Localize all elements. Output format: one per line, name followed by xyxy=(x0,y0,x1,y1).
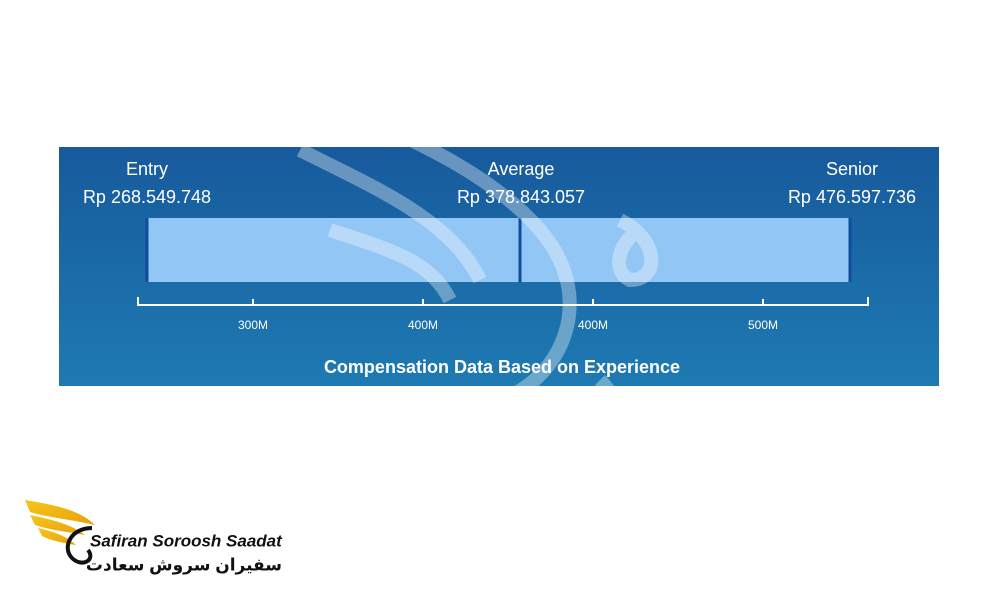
bar-high xyxy=(520,218,851,282)
level-label: Entry xyxy=(126,159,168,179)
watermark-stroke xyxy=(266,64,577,407)
logo-wing xyxy=(30,515,85,535)
caption: Compensation Data Based on Experience xyxy=(324,357,680,377)
axis-label: 400M xyxy=(408,318,438,332)
logo-wing xyxy=(38,528,76,545)
level-label: Average xyxy=(488,159,555,179)
watermark-stroke xyxy=(327,223,457,304)
logo-name: Safiran Soroosh Saadat xyxy=(90,531,283,550)
logo-name-fa: سفیران سروش سعادت xyxy=(86,555,282,575)
watermark-stroke xyxy=(612,213,659,288)
bar-low xyxy=(146,218,520,282)
watermark-stroke xyxy=(296,143,487,284)
logo-wing xyxy=(25,500,95,525)
level-labels: Entry Rp 268.549.748 Average Rp 378.843.057… xyxy=(83,159,916,207)
axis-labels: 300M 400M 400M 500M xyxy=(238,299,778,332)
watermark xyxy=(266,64,659,498)
axis xyxy=(137,297,869,306)
level-amount: Rp 476.597.736 xyxy=(788,187,916,207)
logo-swirl xyxy=(65,526,93,565)
range-bar xyxy=(145,218,852,282)
level-amount: Rp 378.843.057 xyxy=(457,187,585,207)
axis-label: 300M xyxy=(238,318,268,332)
level-amount: Rp 268.549.748 xyxy=(83,187,211,207)
logo: Safiran Soroosh Saadat سفیران سروش سعادت xyxy=(25,500,283,575)
axis-label: 400M xyxy=(578,318,608,332)
watermark-stroke xyxy=(454,375,625,498)
level-label: Senior xyxy=(826,159,878,179)
axis-label: 500M xyxy=(748,318,778,332)
